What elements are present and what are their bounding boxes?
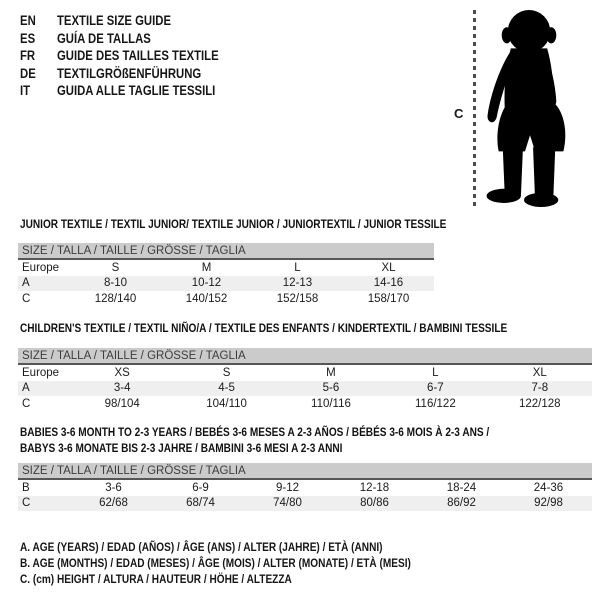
- row-label: C: [22, 397, 31, 410]
- row-label: Europe: [22, 366, 60, 379]
- table-row: C 62/68 68/74 74/80 80/86 86/92 92/98: [18, 495, 592, 511]
- language-code: FR: [20, 48, 36, 64]
- junior-size-table: SIZE / TALLA / TAILLE / GRÖSSE / TAGLIA …: [18, 243, 434, 307]
- row-label: A: [18, 275, 70, 291]
- table-cell: 5-6: [278, 380, 384, 396]
- height-measure-line: [473, 10, 476, 208]
- table-cell: 3-6: [105, 481, 122, 494]
- language-code: ES: [20, 30, 36, 46]
- footnote-a: A. AGE (YEARS) / EDAD (AÑOS) / ÂGE (ANS)…: [20, 540, 383, 554]
- children-size-table: SIZE / TALLA / TAILLE / GRÖSSE / TAGLIA …: [18, 348, 592, 412]
- table-cell: 158/170: [367, 292, 410, 305]
- language-row: IT GUIDA ALLE TAGLIE TESSILI: [20, 82, 219, 100]
- table-cell: M: [201, 261, 212, 274]
- table-cell: 104/110: [206, 397, 247, 410]
- babies-table-title: BABIES 3-6 MONTH TO 2-3 YEARS / BEBÉS 3-…: [20, 424, 489, 456]
- language-row: FR GUIDE DES TAILLES TEXTILE: [20, 47, 219, 65]
- table-cell: 12-13: [252, 275, 343, 291]
- baby-silhouette-icon: [486, 10, 566, 207]
- table-cell: 116/122: [415, 397, 456, 410]
- size-header-row: SIZE / TALLA / TAILLE / GRÖSSE / TAGLIA: [18, 348, 592, 365]
- table-cell: 18-24: [446, 481, 477, 494]
- table-row: Europe S M L XL: [18, 259, 434, 276]
- size-header: SIZE / TALLA / TAILLE / GRÖSSE / TAGLIA: [18, 463, 592, 480]
- table-cell: 8-10: [70, 275, 161, 291]
- language-title: TEXTILE SIZE GUIDE: [56, 13, 172, 29]
- table-cell: 110/116: [311, 397, 351, 410]
- table-cell: 128/140: [94, 292, 137, 305]
- row-label: Europe: [22, 261, 60, 274]
- table-cell: XS: [114, 366, 130, 379]
- table-cell: 6-9: [192, 481, 209, 494]
- size-header: SIZE / TALLA / TAILLE / GRÖSSE / TAGLIA: [18, 243, 434, 260]
- language-code: DE: [20, 65, 36, 81]
- table-row: C 98/104 104/110 110/116 116/122 122/128: [18, 396, 592, 412]
- table-cell: 24-36: [533, 481, 564, 494]
- table-cell: 7-8: [487, 380, 592, 396]
- row-label: C: [18, 495, 70, 511]
- language-row: EN TEXTILE SIZE GUIDE: [20, 12, 219, 30]
- table-cell: XL: [381, 261, 396, 274]
- children-table-title: CHILDREN'S TEXTILE / TEXTIL NIÑO/A / TEX…: [20, 321, 508, 335]
- language-title: TEXTILGRÖßENFÜHRUNG: [56, 65, 202, 81]
- table-cell: M: [326, 366, 336, 379]
- table-row: C 128/140 140/152 152/158 158/170: [18, 291, 434, 307]
- size-header-row: SIZE / TALLA / TAILLE / GRÖSSE / TAGLIA: [18, 463, 592, 480]
- table-cell: S: [111, 261, 120, 274]
- table-cell: 86/92: [418, 495, 505, 511]
- table-cell: 152/158: [276, 292, 319, 305]
- size-header: SIZE / TALLA / TAILLE / GRÖSSE / TAGLIA: [18, 348, 592, 365]
- table-cell: L: [294, 261, 301, 274]
- language-title-block: EN TEXTILE SIZE GUIDE ES GUÍA DE TALLAS …: [20, 12, 219, 100]
- row-label: A: [18, 380, 70, 396]
- babies-title-line2: BABYS 3-6 MONATE BIS 2-3 JAHRE / BAMBINI…: [20, 441, 343, 455]
- table-cell: 68/74: [157, 495, 244, 511]
- language-title: GUIDE DES TAILLES TEXTILE: [56, 48, 219, 64]
- table-row: Europe XS S M L XL: [18, 364, 592, 381]
- table-row: A 8-10 10-12 12-13 14-16: [18, 275, 434, 291]
- table-row: A 3-4 4-5 5-6 6-7 7-8: [18, 380, 592, 396]
- table-cell: 9-12: [275, 481, 300, 494]
- footnote-c: C. (cm) HEIGHT / ALTURA / HAUTEUR / HÖHE…: [20, 572, 292, 586]
- language-code: IT: [20, 83, 31, 99]
- table-cell: 12-18: [359, 481, 390, 494]
- language-title: GUIDA ALLE TAGLIE TESSILI: [56, 83, 216, 99]
- table-cell: S: [222, 366, 231, 379]
- row-label: C: [22, 292, 31, 305]
- table-cell: 140/152: [185, 292, 228, 305]
- height-measure-label: C: [454, 106, 464, 121]
- footnote-b: B. AGE (MONTHS) / EDAD (MESES) / ÂGE (MO…: [20, 556, 411, 570]
- table-cell: 62/68: [70, 495, 157, 511]
- size-header-row: SIZE / TALLA / TAILLE / GRÖSSE / TAGLIA: [18, 243, 434, 260]
- footnotes: A. AGE (YEARS) / EDAD (AÑOS) / ÂGE (ANS)…: [20, 539, 411, 587]
- table-cell: 92/98: [505, 495, 592, 511]
- table-cell: 98/104: [104, 397, 140, 410]
- table-cell: 122/128: [518, 397, 561, 410]
- table-cell: 80/86: [331, 495, 418, 511]
- table-cell: L: [432, 366, 439, 379]
- language-code: EN: [20, 13, 36, 29]
- table-cell: 74/80: [244, 495, 331, 511]
- language-row: DE TEXTILGRÖßENFÜHRUNG: [20, 65, 219, 83]
- language-title: GUÍA DE TALLAS: [56, 30, 151, 46]
- babies-size-table: SIZE / TALLA / TAILLE / GRÖSSE / TAGLIA …: [18, 463, 592, 511]
- table-cell: 4-5: [174, 380, 279, 396]
- table-cell: XL: [532, 366, 547, 379]
- babies-title-line1: BABIES 3-6 MONTH TO 2-3 YEARS / BEBÉS 3-…: [20, 425, 490, 439]
- table-cell: 6-7: [383, 380, 488, 396]
- row-label: B: [22, 481, 30, 494]
- table-cell: 3-4: [70, 380, 175, 396]
- language-row: ES GUÍA DE TALLAS: [20, 30, 219, 48]
- table-cell: 10-12: [161, 275, 252, 291]
- junior-table-title: JUNIOR TEXTILE / TEXTIL JUNIOR/ TEXTILE …: [20, 217, 447, 231]
- table-row: B 3-6 6-9 9-12 12-18 18-24 24-36: [18, 479, 592, 496]
- table-cell: 14-16: [343, 275, 434, 291]
